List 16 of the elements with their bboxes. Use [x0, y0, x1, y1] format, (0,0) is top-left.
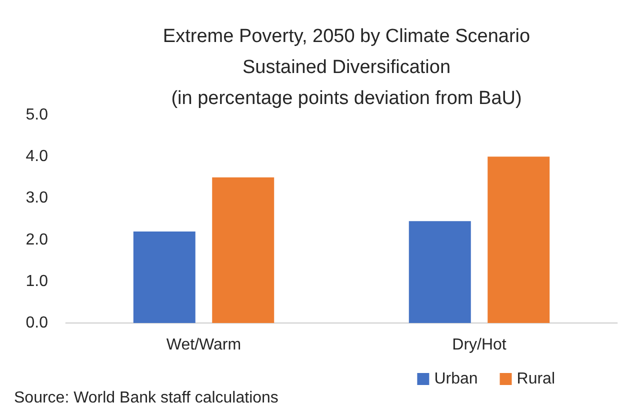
- bar: [408, 221, 471, 323]
- y-tick-label: 5.0: [26, 106, 48, 124]
- x-tick-label: Wet/Warm: [166, 336, 242, 354]
- chart-title: Extreme Poverty, 2050 by Climate Scenario Sustained Diversification (in percentage points deviation from BaU): [162, 26, 530, 109]
- y-tick-label: 2.0: [26, 231, 48, 248]
- legend-label: Urban: [434, 370, 478, 388]
- bar: [212, 177, 274, 323]
- source-note: Source: World Bank staff calculations: [14, 390, 278, 406]
- legend-label: Rural: [516, 370, 555, 388]
- bar: [488, 156, 550, 323]
- y-tick-label: 3.0: [26, 190, 48, 207]
- y-tick-label: 0.0: [26, 314, 48, 332]
- x-tick-label: Dry/Hot: [452, 336, 507, 354]
- y-tick-label: 4.0: [26, 148, 48, 166]
- y-tick-label: 1.0: [26, 272, 48, 290]
- bar: [133, 231, 196, 323]
